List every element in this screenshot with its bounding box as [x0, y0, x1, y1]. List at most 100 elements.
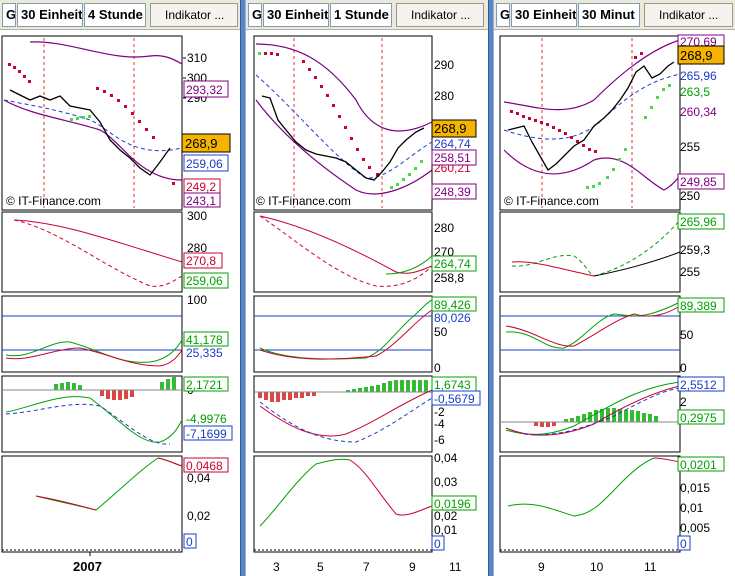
y-tick: 0,03	[434, 475, 458, 489]
price-label-ma: 264,74	[434, 137, 471, 151]
chart-area: 270,69 268,9 265,96 263,5 260,34 255 249…	[499, 34, 725, 574]
vol-label-zero: 0	[434, 537, 441, 551]
chart-toolbar: Gi 30 Einheit 4 Stunde Indikator ...	[0, 0, 240, 30]
price-pane: 270,69 268,9 265,96 263,5 260,34 255 249…	[499, 34, 725, 211]
y-tick: -2	[434, 405, 445, 419]
price-label-mid: 260,34	[680, 105, 717, 119]
grid-button[interactable]: Gi	[496, 3, 510, 27]
watermark: © IT-Finance.com	[6, 194, 101, 208]
y-tick: 290	[434, 58, 454, 72]
chart-window-30m: Gi 30 Einheit 30 Minut Indikator ...	[494, 0, 735, 576]
oscillator-pane: 50 0 89,426 80,026	[253, 295, 477, 375]
price-label-psar: 263,5	[680, 85, 710, 99]
psar-dots	[8, 63, 175, 185]
period-button[interactable]: 30 Minut	[578, 3, 640, 27]
y-tick: 0	[680, 361, 687, 375]
interval-button[interactable]: 30 Einheit	[511, 3, 577, 27]
oscillator-pane: 100 50 41,178 25,335	[1, 293, 229, 373]
y-tick: 2	[680, 395, 687, 409]
macd-label-hist: 0,2975	[680, 411, 717, 425]
window-divider[interactable]	[488, 0, 494, 576]
ma-label-red: 270,8	[186, 254, 216, 268]
x-tick-label: 9	[409, 560, 416, 574]
price-pane: 290 280 270 268,9 264,74 260,21 258,51 2…	[253, 35, 477, 211]
price-label-last: 268,9	[434, 121, 467, 136]
y-tick: 0,015	[680, 481, 710, 495]
ma-pane: 265,96 259,3 255	[499, 211, 725, 293]
ma-pane: 280 270 264,74 258,8	[253, 211, 477, 293]
volatility-pane: 0,04 0,02 0,0468 0	[1, 455, 229, 553]
chart-toolbar: Gi 30 Einheit 30 Minut Indikator ...	[494, 0, 735, 30]
period-button[interactable]: 1 Stunde	[330, 3, 392, 27]
vol-label-zero: 0	[680, 537, 687, 551]
y-tick: 310	[187, 51, 207, 65]
grid-button[interactable]: Gi	[248, 3, 262, 27]
chart-area: 290 280 270 268,9 264,74 260,21 258,51 2…	[253, 35, 481, 574]
macd-label-hist: 1,6743	[434, 378, 471, 392]
ma-label-green: 259,06	[186, 274, 223, 288]
macd-pane: 2,5512 2 0,2975	[499, 375, 725, 453]
macd-pane: 0 -4 2,1721 -4,9976 -7,1699	[1, 375, 233, 453]
vol-label-green: 0,0201	[680, 458, 717, 472]
ma-label-black: 258,8	[434, 271, 464, 285]
y-tick: 100	[187, 293, 207, 307]
x-tick-label: 11	[644, 560, 657, 574]
y-tick: 0,005	[680, 521, 710, 535]
price-label-ma: 265,96	[680, 69, 717, 83]
indicator-button[interactable]: Indikator ...	[150, 3, 238, 27]
macd-pane: -2 -4 -6 1,6743 -0,5679	[253, 375, 481, 453]
vol-label-zero: 0	[186, 535, 193, 549]
y-tick: 0,04	[187, 471, 211, 485]
x-tick-label: 2007	[73, 559, 102, 574]
interval-button[interactable]: 30 Einheit	[263, 3, 329, 27]
osc-label-green: 89,426	[434, 298, 471, 312]
y-tick: 280	[434, 89, 454, 103]
macd-label-line: -4,9976	[186, 412, 227, 426]
y-tick: 250	[680, 189, 700, 203]
y-tick: 0	[434, 361, 441, 375]
x-tick-label: 10	[590, 560, 604, 574]
ma-pane: 300 280 270,8 259,06	[1, 209, 229, 293]
x-tick-label: 11	[449, 560, 462, 574]
period-button[interactable]: 4 Stunde	[84, 3, 146, 27]
macd-label-signal: -0,5679	[434, 392, 475, 406]
chart-window-4h: Gi 30 Einheit 4 Stunde Indikator ...	[0, 0, 240, 576]
interval-button[interactable]: 30 Einheit	[17, 3, 83, 27]
y-tick: 255	[680, 140, 700, 154]
y-tick: 300	[187, 209, 207, 223]
osc-label-green: 41,178	[186, 333, 223, 347]
price-label-last: 268,9	[185, 136, 218, 151]
x-tick-label: 9	[538, 560, 545, 574]
macd-label-signal: -7,1699	[186, 427, 227, 441]
y-tick: 255	[680, 265, 700, 279]
indicator-button[interactable]: Indikator ...	[644, 3, 733, 27]
chart-toolbar: Gi 30 Einheit 1 Stunde Indikator ...	[246, 0, 488, 30]
y-tick: 280	[434, 221, 454, 235]
price-label-lower-band: 248,39	[434, 185, 471, 199]
oscillator-pane: 89,389 50 0	[499, 295, 725, 375]
window-divider[interactable]	[240, 0, 246, 576]
volatility-pane: 0,04 0,03 0,02 0,01 0,0196 0	[253, 451, 477, 553]
price-label-lower-band: 249,85	[680, 175, 717, 189]
grid-button[interactable]: Gi	[2, 3, 16, 27]
indicator-button[interactable]: Indikator ...	[396, 3, 484, 27]
y-tick: 0,02	[434, 509, 458, 523]
watermark: © IT-Finance.com	[504, 194, 599, 208]
x-tick-label: 5	[317, 560, 324, 574]
chart-window-1h: Gi 30 Einheit 1 Stunde Indikator ...	[246, 0, 488, 576]
y-tick: 259,3	[680, 243, 710, 257]
price-label-psar: 249,2	[186, 180, 216, 194]
price-label-band: 258,51	[434, 151, 471, 165]
price-label-last: 268,9	[680, 48, 713, 63]
price-label-upper-band: 293,32	[186, 83, 223, 97]
y-tick: 50	[434, 325, 448, 339]
osc-label-green: 89,389	[680, 299, 717, 313]
x-tick-label: 3	[273, 560, 280, 574]
y-tick: 0,01	[680, 501, 704, 515]
chart-area: 310 300 290 293,32 268,9 259,06 249,2 24…	[1, 35, 233, 574]
watermark: © IT-Finance.com	[256, 194, 351, 208]
price-label-lower-band: 243,1	[186, 194, 216, 208]
y-tick: -6	[434, 433, 445, 447]
y-tick: 0,01	[434, 523, 458, 537]
price-label-ma: 259,06	[186, 157, 223, 171]
